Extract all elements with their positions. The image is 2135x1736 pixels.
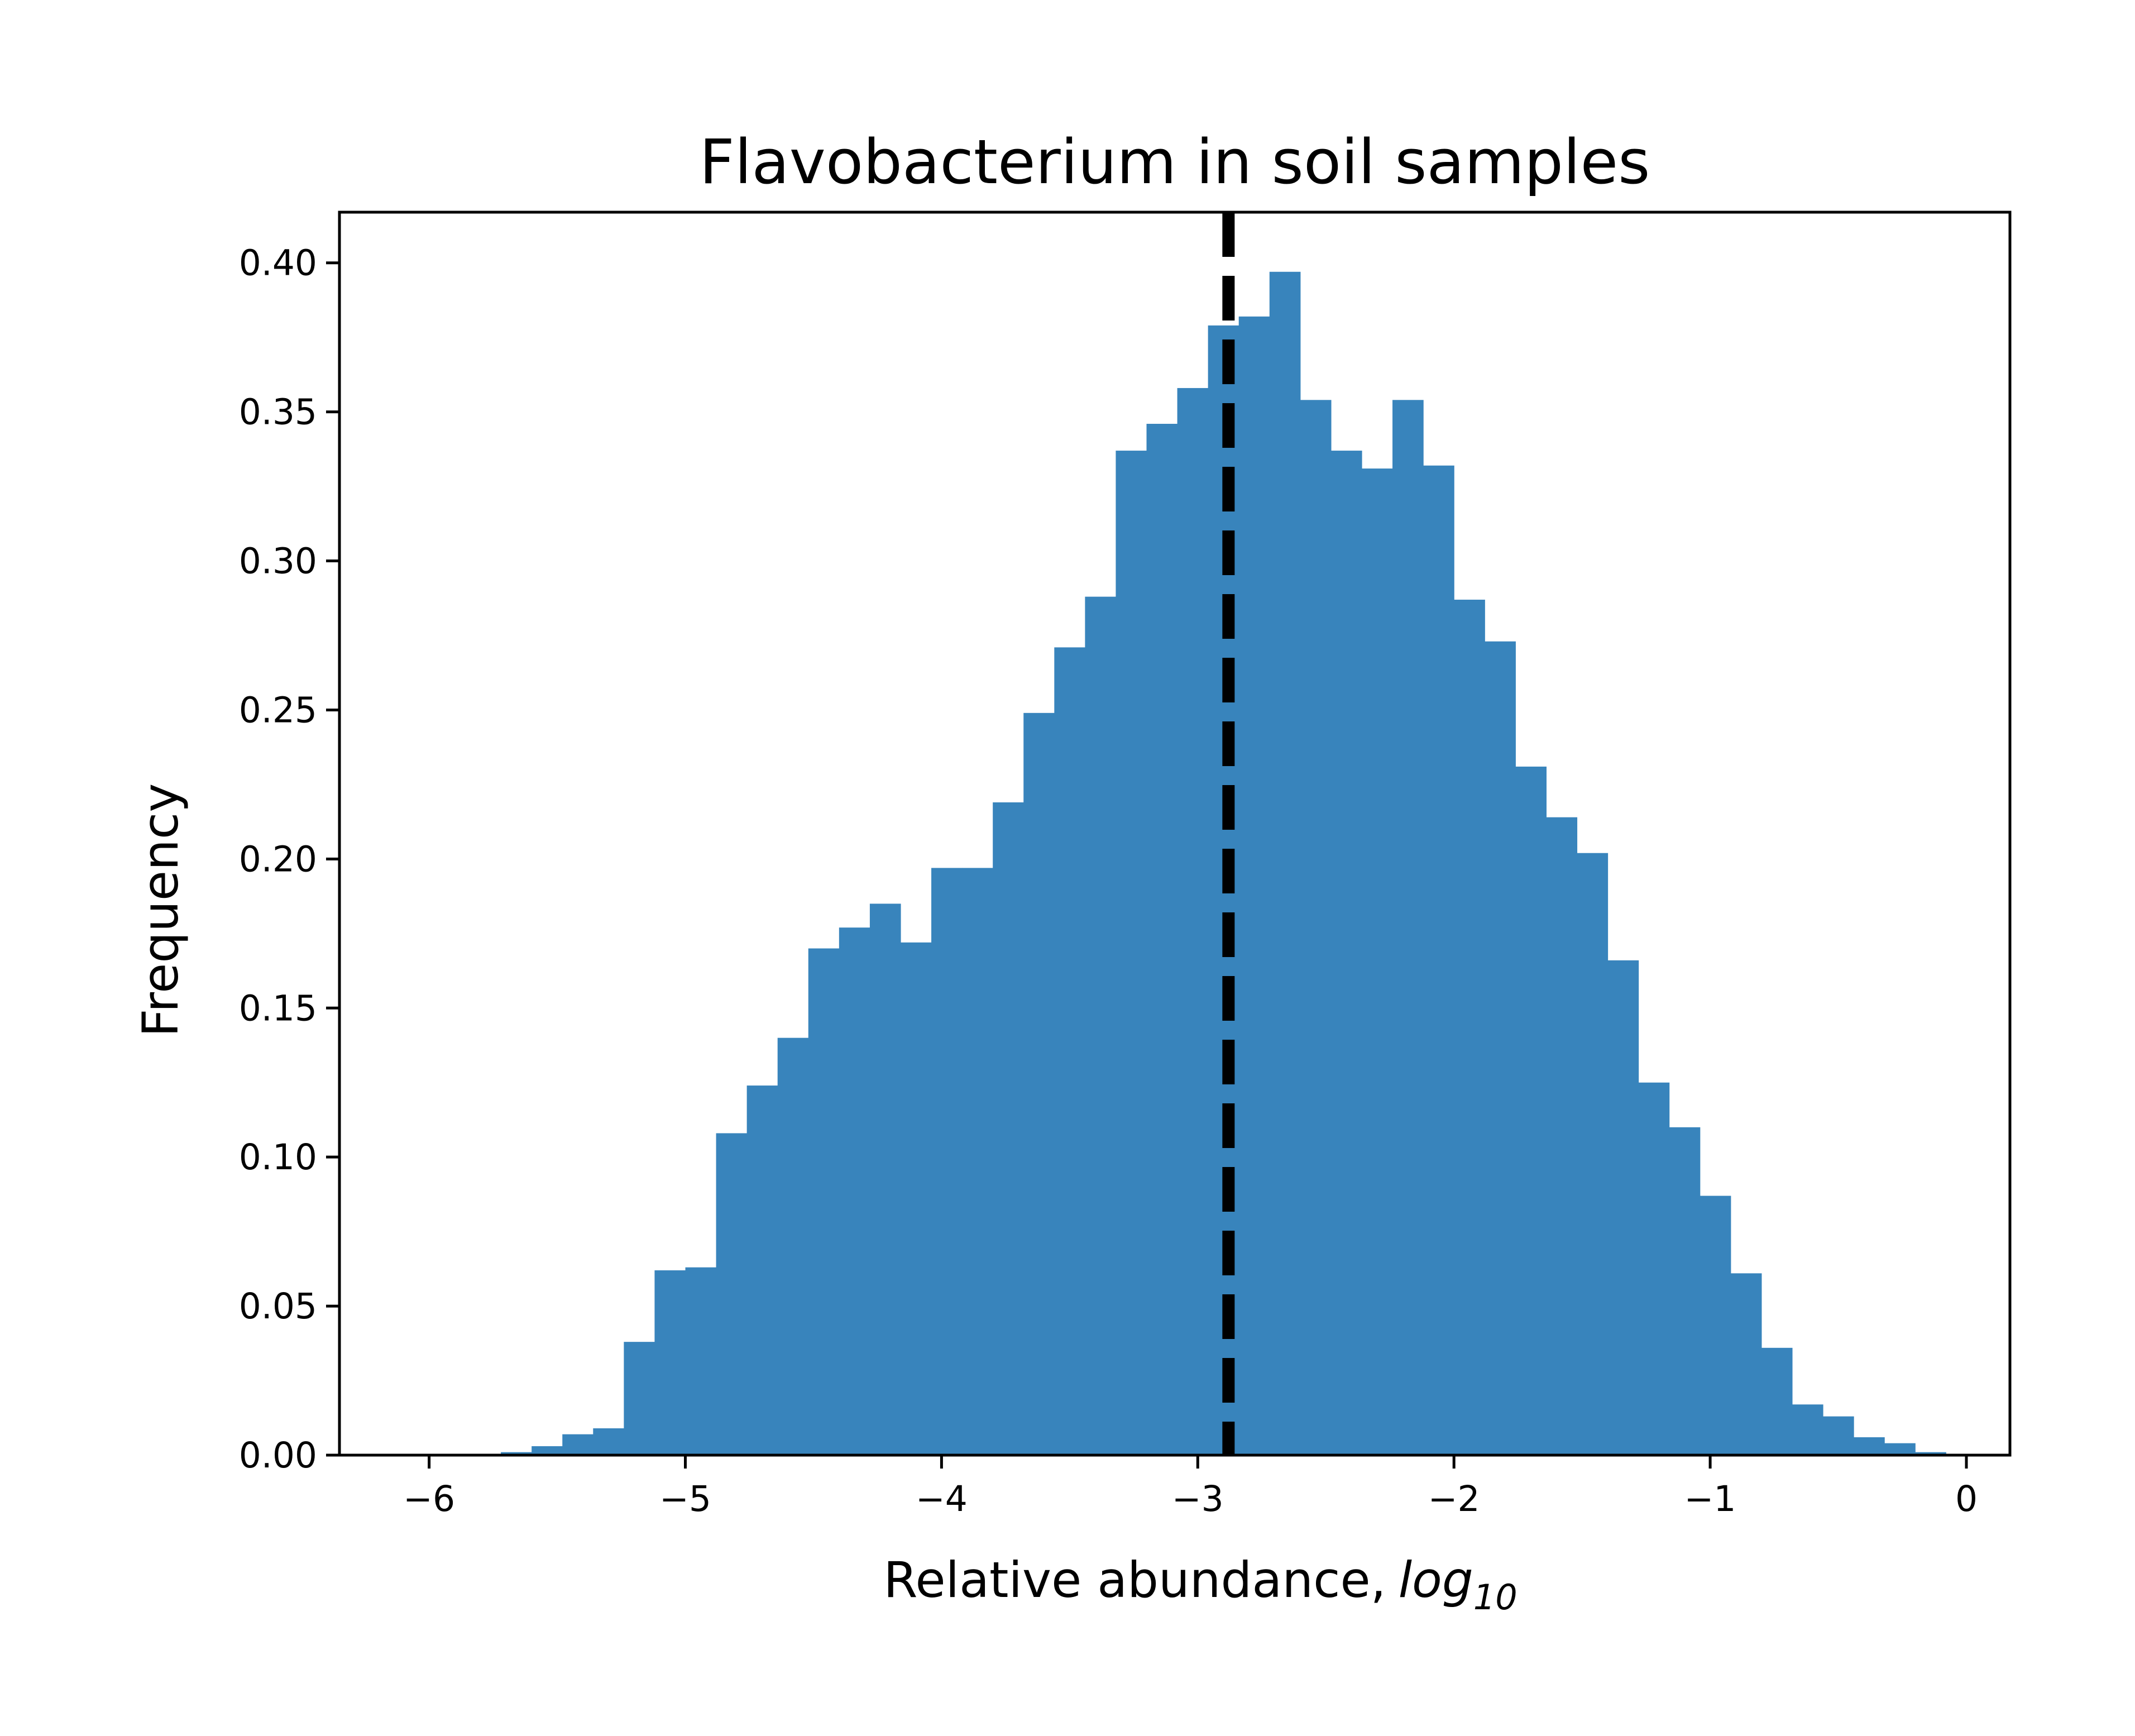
histogram-bar — [1792, 1404, 1823, 1455]
histogram-bar — [1177, 388, 1209, 1455]
histogram-bar — [1423, 465, 1454, 1456]
histogram-bar — [1607, 960, 1639, 1455]
x-tick-label: 0 — [1955, 1479, 1978, 1519]
histogram-bar — [1392, 400, 1424, 1455]
bars-group — [501, 271, 1946, 1456]
histogram-bar — [1823, 1416, 1854, 1455]
histogram-bar — [839, 927, 870, 1455]
histogram-bar — [993, 802, 1024, 1455]
y-tick-label: 0.30 — [239, 541, 317, 582]
histogram-bar — [654, 1270, 686, 1455]
y-tick-label: 0.20 — [239, 839, 317, 879]
histogram-bar — [1146, 424, 1178, 1455]
histogram-bar — [1700, 1195, 1731, 1455]
histogram-bar — [1638, 1082, 1670, 1455]
histogram-bar — [532, 1446, 563, 1455]
histogram-bar — [869, 903, 901, 1455]
y-tick-label: 0.40 — [239, 243, 317, 284]
histogram-bar — [685, 1267, 717, 1455]
x-axis-label: Relative abundance, log10 — [883, 1551, 1517, 1618]
chart-title: Flavobacterium in soil samples — [700, 126, 1650, 198]
y-tick-label: 0.05 — [239, 1286, 317, 1327]
x-tick-label: −5 — [659, 1479, 711, 1519]
y-axis-ticks: 0.00 0.05 0.10 0.15 0.20 0.25 0.30 0.35 0.40 — [239, 243, 339, 1476]
histogram-bar — [962, 868, 993, 1455]
histogram-bar — [1884, 1443, 1916, 1455]
histogram-bar — [1669, 1127, 1701, 1455]
y-tick-label: 0.10 — [239, 1137, 317, 1178]
y-tick-label: 0.35 — [239, 392, 317, 433]
histogram-bar — [562, 1434, 593, 1455]
histogram-bar — [1300, 400, 1332, 1455]
histogram-bar — [1546, 817, 1578, 1455]
histogram-bar — [624, 1342, 655, 1455]
x-tick-label: −2 — [1428, 1479, 1480, 1519]
histogram-bar — [1269, 271, 1301, 1455]
histogram-bar — [1054, 647, 1085, 1455]
histogram-bar — [1085, 596, 1117, 1455]
histogram-bar — [1330, 451, 1362, 1456]
histogram-bar — [777, 1037, 809, 1455]
histogram-bar — [808, 948, 840, 1455]
y-tick-label: 0.00 — [239, 1435, 317, 1476]
histogram-bar — [716, 1133, 748, 1455]
histogram-bar — [1454, 599, 1485, 1455]
x-tick-label: −4 — [916, 1479, 968, 1519]
histogram-bar — [501, 1452, 532, 1455]
histogram-bar — [900, 942, 932, 1455]
histogram-bar — [1361, 468, 1393, 1456]
histogram-bar — [593, 1428, 624, 1455]
x-axis-ticks: −6 −5 −4 −3 −2 −1 0 — [403, 1455, 1978, 1519]
histogram-bar — [1577, 853, 1609, 1455]
histogram-bar — [1116, 451, 1147, 1456]
histogram-bar — [1915, 1452, 1946, 1455]
y-axis-label: Frequency — [132, 783, 189, 1037]
x-tick-label: −6 — [403, 1479, 455, 1519]
histogram-bar — [1485, 641, 1516, 1455]
histogram-bar — [1238, 316, 1270, 1456]
y-tick-label: 0.15 — [239, 988, 317, 1029]
histogram-bar — [1515, 766, 1547, 1455]
x-axis-label-text: Relative abundance, — [883, 1551, 1386, 1609]
histogram-bar — [931, 868, 963, 1455]
histogram-bar — [746, 1085, 778, 1455]
y-tick-label: 0.25 — [239, 690, 317, 730]
x-axis-label-log: log — [1399, 1551, 1473, 1609]
x-axis-label-subscript: 10 — [1473, 1577, 1518, 1618]
plot-frame — [338, 211, 2012, 1457]
histogram-bar — [1023, 712, 1055, 1455]
x-tick-label: −1 — [1684, 1479, 1736, 1519]
histogram-bar — [1761, 1347, 1793, 1455]
x-tick-label: −3 — [1172, 1479, 1224, 1519]
histogram-bar — [1854, 1437, 1885, 1455]
histogram-bar — [1730, 1273, 1762, 1455]
